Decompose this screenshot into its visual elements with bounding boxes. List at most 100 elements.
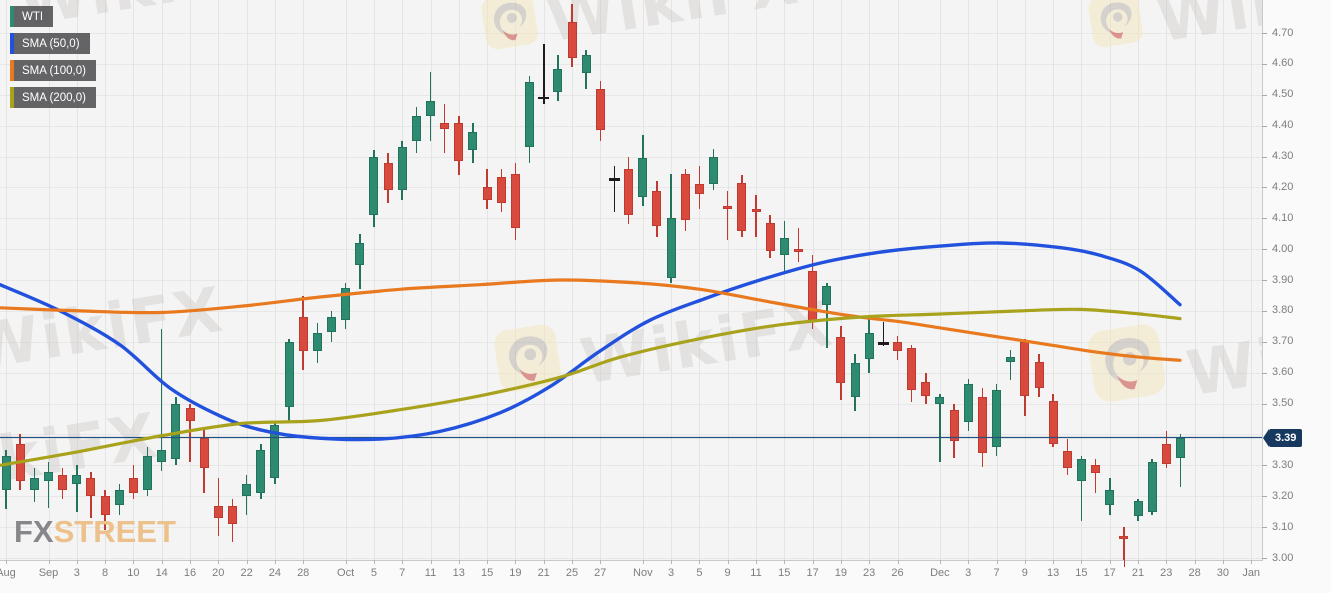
time-axis-label: 15 [1075,567,1088,579]
h-gridline [0,558,1262,559]
candle-up [369,156,379,216]
candle-up [1076,459,1086,481]
h-gridline [0,372,1262,374]
time-axis-tick [458,560,460,564]
candle-up [963,383,973,423]
time-axis-label: 15 [480,567,494,579]
v-gridline [996,0,998,560]
time-axis-label: 3 [668,567,675,579]
candle-down [128,477,138,494]
candle-up [468,131,478,151]
time-axis-tick [105,560,106,564]
price-axis-tick [1262,156,1267,158]
candle-down [949,409,959,441]
candle-up [341,287,351,321]
candle-down [100,496,110,515]
badge-arrow-icon [1263,428,1269,447]
candle-down [793,249,803,253]
candle-down [482,187,492,200]
time-axis-label: 24 [268,567,282,579]
candle-up [666,218,676,279]
time-axis-label: 5 [370,567,377,579]
h-gridline [0,341,1262,343]
v-gridline [1194,0,1196,560]
time-axis-label: 22 [240,567,253,579]
candle-down [86,477,96,497]
candle-up [638,158,648,197]
legend-item-sma100[interactable]: SMA (100,0) [10,60,96,81]
candle-down [510,173,520,228]
time-axis-tick [1222,560,1224,564]
v-gridline [968,0,970,560]
candle-up [1,456,11,491]
candle-wick [1009,349,1012,381]
candle-up [44,471,53,481]
time-axis-label: 30 [1216,567,1230,579]
time-axis-tick [133,560,135,564]
candle-wick [1179,434,1182,487]
candle-up [581,54,591,74]
candle-up [411,116,421,142]
candle-up [709,156,718,185]
sma-lines [0,241,1262,467]
price-axis-label: 4.20 [1272,180,1294,193]
candle-up [850,363,860,398]
legend-item-wti[interactable]: WTI [10,6,54,27]
wikifx-tiger-logo-icon [1084,321,1169,411]
candle-down [836,337,846,384]
time-axis-label: 11 [750,567,762,579]
candle-up [114,490,124,506]
time-axis-tick [76,560,78,564]
time-axis-tick [246,560,248,564]
candle-down [765,222,775,251]
h-gridline [0,218,1262,220]
time-axis-label: 9 [724,567,731,579]
time-axis-label: Dec [930,567,950,579]
v-gridline [458,0,460,560]
v-gridline [246,0,248,560]
price-axis-tick [1262,125,1267,127]
price-axis-label: 3.30 [1272,458,1294,471]
candle-up [525,82,535,148]
time-axis-tick [274,560,276,564]
candle-wick [755,195,757,237]
candle-up [1133,500,1143,517]
time-axis-label: 25 [565,567,579,579]
legend-item-sma50[interactable]: SMA (50,0) [10,33,90,54]
v-gridline [190,0,191,560]
price-axis-tick [1262,63,1267,65]
legend-item-sma200[interactable]: SMA (200,0) [10,87,96,108]
chart-plot-area[interactable]: WikiFX WikiFX WikiFX WikiFX WikiFX WikiF… [0,0,1263,561]
time-axis-label: 14 [155,567,168,579]
time-axis-tick [1081,560,1083,564]
fxstreet-logo: FXSTREET [14,514,176,550]
price-axis-label: 4.00 [1272,242,1294,255]
candle-down [893,341,902,352]
v-gridline [161,0,163,560]
v-gridline [1024,0,1026,560]
candle-down [58,474,68,490]
time-axis-tick [812,560,814,564]
sma50-color-strip [10,33,14,54]
time-axis-tick [190,560,191,564]
time-axis-tick [897,560,899,564]
time-axis-tick [1251,560,1253,564]
time-axis-label: 20 [212,567,225,579]
candle-wick [160,329,163,472]
candle-down [723,205,733,209]
sma200-label: SMA (200,0) [22,91,86,104]
time-axis-tick [345,560,347,564]
time-axis-label: 3 [965,567,972,579]
price-axis-tick [1262,218,1267,220]
candle-down [1062,451,1072,469]
time-axis-tick [1053,560,1055,564]
time-axis-tick [572,560,573,564]
price-axis-label: 3.80 [1272,304,1294,317]
price-axis-label: 3.20 [1272,489,1294,502]
price-axis-label: 3.90 [1272,273,1294,286]
last-price-value: 3.39 [1269,428,1303,447]
candle-up [553,68,563,92]
wti-color-strip [10,6,14,27]
time-axis-label: 28 [1188,567,1201,579]
